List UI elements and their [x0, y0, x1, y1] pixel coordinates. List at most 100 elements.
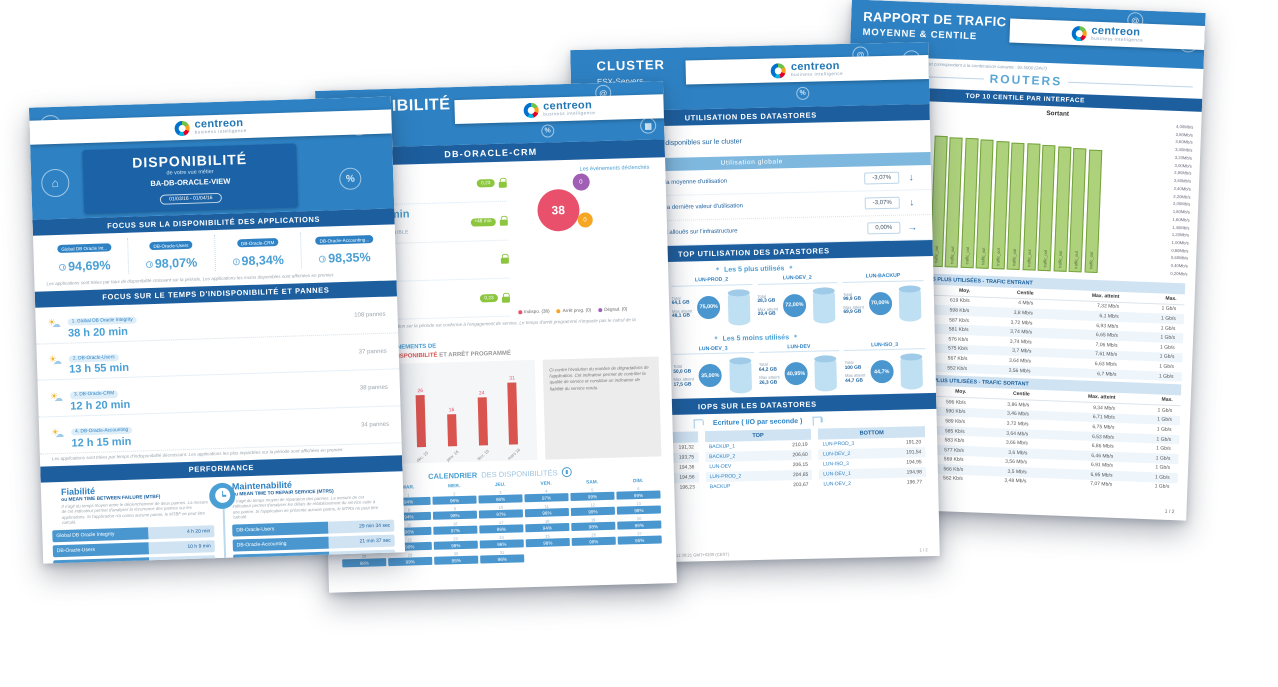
application-name-chip: DB-Oracle-Users — [149, 240, 193, 251]
bar-value-label: 31 — [509, 375, 515, 382]
bar-month-label: déc. 15 — [415, 450, 429, 464]
weekday-label: DIM. — [632, 479, 644, 485]
logo-ribbon: centreon business intelligence — [685, 55, 929, 85]
weekday-label: JEU. — [494, 482, 506, 489]
clock-icon — [59, 263, 67, 271]
datastore-cylinder-icon — [728, 359, 752, 394]
max-capacity: 1 Gb/s — [1161, 305, 1177, 313]
percentile-value: 3,5 Mb/s — [1007, 468, 1027, 476]
weekday-label: MER. — [448, 484, 461, 490]
max-label: Max atteint — [759, 374, 780, 380]
legend-label: Indispo. (38) — [523, 308, 550, 315]
interface-label: traffic_out — [1088, 251, 1094, 269]
datastore-cylinder-icon — [812, 288, 836, 324]
application-availability-card: DB-Oracle-Users 98,07% — [127, 235, 216, 274]
report-period: 01/03/16 - 01/04/16 — [160, 192, 222, 205]
iops-table-top: TOP BACKUP_1 210,19 BACKUP_2 206,60 — [704, 428, 813, 492]
centreon-logo-icon — [174, 120, 190, 136]
day-availability: 97% — [433, 525, 478, 535]
calendar-day-cell — [572, 547, 616, 561]
day-availability — [572, 547, 616, 548]
percentile-value: 3,64 Mb/s — [1006, 430, 1029, 437]
trend-arrow-icon: → — [907, 221, 918, 234]
iops-value: 196,23 — [679, 484, 695, 491]
iops-value: 194,36 — [679, 464, 695, 471]
centreon-logo-icon — [523, 102, 539, 118]
y-axis-tick: 2,00Mb/s — [1172, 201, 1191, 207]
day-availability: 98% — [525, 538, 570, 548]
y-axis: 4,00Mb/s 3,80Mb/s 3,60Mb/s 3,40Mb/s 3,20Mb/s… — [1156, 123, 1194, 277]
lock-icon — [498, 181, 507, 188]
iops-value: 191,32 — [678, 444, 695, 451]
datastore-name: BACKUP — [709, 483, 731, 491]
application-name-chip: DB-Oracle-Accounting... — [315, 235, 374, 245]
centreon-logo-icon — [1071, 25, 1087, 41]
mtbf-value: 10 h 9 min — [148, 540, 215, 555]
events-bubble-unavailable: 38 — [536, 188, 580, 232]
calendar-day-cell: 16 97% — [433, 521, 478, 535]
mtbf-value: 4 h 20 min — [147, 525, 215, 540]
outage-count: 34 pannes — [360, 421, 390, 429]
interface-label: traffic_out — [948, 245, 955, 264]
y-axis-tick: 2,60Mb/s — [1173, 178, 1192, 184]
page-number: 1 / 2 — [919, 547, 928, 553]
usage-label: est la moyenne d'utilisation — [655, 178, 728, 187]
mtbf-row: DB-Oracle-Users 10 h 9 min — [52, 540, 215, 558]
calendar-day-cell: 20 99% — [617, 516, 662, 530]
max-capacity: 1 Gb/s — [1160, 334, 1176, 342]
datastore-name: LUN-DEV_2 — [756, 274, 838, 285]
outage-count: 108 pannes — [354, 311, 386, 319]
logo-subtext: business intelligence — [791, 71, 844, 78]
bar-group: 24 févr. 16 — [470, 367, 495, 461]
y-axis-tick: 0,80Mb/s — [1171, 247, 1189, 254]
events-bubble-degraded: 0 — [572, 173, 590, 191]
max-capacity: 1 Gb/s — [1155, 455, 1171, 462]
lock-icon — [501, 296, 510, 303]
bar-month-label: janv. 16 — [445, 449, 460, 463]
mtrs-value: 29 min 34 sec — [327, 519, 395, 534]
bar — [507, 382, 519, 445]
servers-icon: ▦ — [639, 117, 657, 134]
day-availability: 96% — [480, 554, 525, 564]
interface-label: traffic_out — [964, 246, 970, 265]
outbound-bar: traffic_out — [1022, 143, 1040, 271]
percent-icon: % — [541, 124, 555, 138]
interface-label: traffic_out — [1072, 250, 1079, 269]
max-reached: 7,07 Mb/s — [1090, 481, 1113, 489]
datastore-cylinder-icon — [727, 290, 750, 326]
usage-delta: 0,00% — [867, 221, 901, 235]
datastore-name: BACKUP_2 — [709, 453, 736, 461]
calendar-day-cell: 31 96% — [480, 549, 525, 564]
weather-icon: ☀ ☁ — [50, 427, 65, 440]
bar-month-label: mars 16 — [506, 447, 522, 462]
interface-label: traffic_out — [979, 247, 986, 265]
interface-label: traffic_out — [1026, 248, 1032, 267]
y-axis-tick: 2,80Mb/s — [1174, 170, 1192, 176]
day-availability: 98% — [571, 521, 616, 532]
legend-label: Arrêt prog. (0) — [562, 307, 592, 314]
max-capacity: 1 Gb/s — [1154, 474, 1170, 481]
calendar-day-cell: 19 98% — [571, 517, 616, 532]
page1-header: @ ⌂ ▦ % centreon business intelligence D… — [28, 96, 395, 220]
total-label: Total — [844, 359, 854, 366]
max-capacity: 1 Gb/s — [1157, 416, 1173, 424]
interface-label: traffic_out — [1057, 249, 1063, 268]
trend-arrow-icon: ↓ — [909, 196, 915, 208]
y-axis-tick: 0,20Mb/s — [1170, 270, 1188, 277]
usage-label: sont alloués sur l'infrastructure — [656, 228, 738, 237]
logo-subtext: business intelligence — [543, 110, 596, 117]
day-availability: 96% — [524, 508, 570, 518]
mtbf-value: 15 h 13 min — [148, 555, 216, 564]
iops-value: 194,95 — [906, 459, 922, 466]
datastore-name: LUN-PROD_2 — [671, 276, 753, 287]
day-availability: 98% — [342, 558, 387, 568]
y-axis-tick: 3,80Mb/s — [1175, 131, 1194, 138]
y-axis-tick: 2,20Mb/s — [1173, 193, 1191, 200]
column-header: Max. — [1165, 295, 1177, 302]
total-label: Total — [673, 363, 683, 370]
application-name-chip: 1. Global DB Oracle Integrity — [67, 316, 137, 326]
mtrs-intro: Maintenabilité ou MEAN TIME TO REPAIR SE… — [222, 476, 394, 521]
bar — [477, 397, 488, 446]
chart-title-scheduled: ET ARRÊT PROGRAMMÉ — [439, 350, 511, 359]
